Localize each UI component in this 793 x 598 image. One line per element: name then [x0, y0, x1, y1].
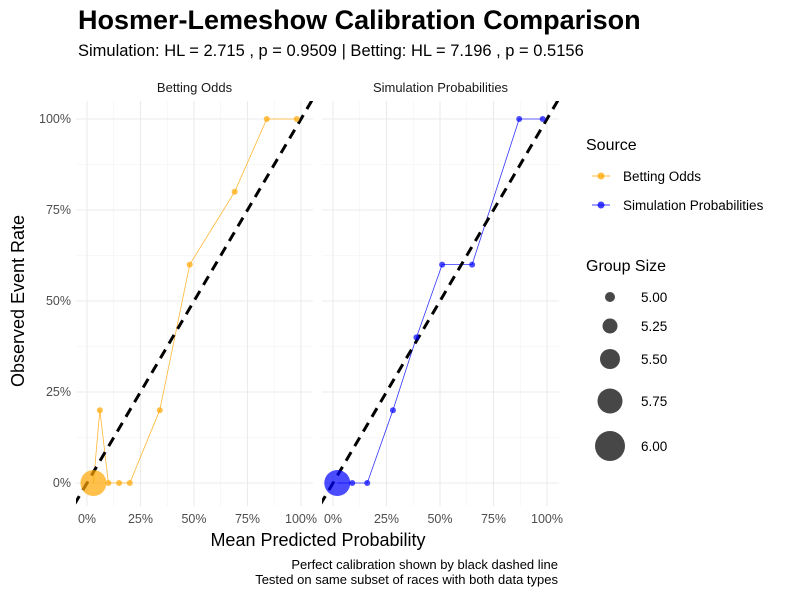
facet-simulation-probabilities: Simulation Probabilities 0% 25% 50% 75% 100% [322, 80, 563, 526]
legend-size-label: 5.75 [641, 394, 667, 409]
data-point [349, 480, 356, 486]
data-point [80, 470, 107, 496]
legend-source-label: Betting Odds [623, 169, 701, 184]
y-tick-label: 0% [53, 476, 71, 490]
x-axis-title: Mean Predicted Probability [210, 530, 425, 550]
y-tick-labels: 0% 25% 50% 75% 100% [39, 112, 71, 490]
data-point [263, 116, 270, 122]
x-tick-label: 50% [181, 512, 206, 526]
legend-size-point [597, 388, 623, 414]
data-point [126, 480, 133, 486]
x-tick-label: 100% [285, 512, 317, 526]
chart-subtitle: Simulation: HL = 2.715 , p = 0.9509 | Be… [78, 42, 584, 60]
data-point [539, 116, 546, 122]
data-point [324, 470, 351, 496]
data-point [105, 480, 112, 486]
legend-size-point [602, 318, 618, 334]
x-tick-label: 75% [481, 512, 506, 526]
facet-strip-label: Betting Odds [157, 80, 233, 95]
legend-size-point [600, 349, 620, 369]
x-tick-label: 25% [128, 512, 153, 526]
y-tick-label: 50% [46, 294, 71, 308]
legend-size-label: 5.25 [641, 319, 667, 334]
series-line [93, 118, 297, 484]
x-tick-label: 75% [235, 512, 260, 526]
legend-size-label: 5.50 [641, 352, 667, 367]
data-point [469, 261, 476, 268]
caption: Perfect calibration shown by black dashe… [255, 557, 558, 587]
y-tick-label: 75% [46, 203, 71, 217]
data-point [389, 407, 396, 414]
legend: Source Betting Odds Simulation Probabiliti… [586, 137, 764, 461]
y-tick-label: 25% [46, 385, 71, 399]
x-tick-label: 50% [427, 512, 452, 526]
legend-size-label: 5.00 [641, 290, 667, 305]
chart-title: Hosmer-Lemeshow Calibration Comparison [78, 5, 641, 35]
x-tick-label: 0% [324, 512, 342, 526]
y-tick-label: 100% [39, 112, 71, 126]
legend-swatch-point [597, 172, 605, 180]
legend-size-point [605, 292, 615, 302]
legend-size-point [595, 431, 625, 461]
data-point [116, 480, 123, 486]
legend-swatch-point [597, 201, 605, 209]
data-point [231, 188, 238, 195]
data-point [516, 116, 523, 122]
data-point [413, 334, 420, 341]
legend-size-title: Group Size [586, 258, 666, 275]
facet-betting-odds: Betting Odds 0% 25% 50% 75% 100% [76, 80, 317, 526]
data-point [364, 480, 371, 486]
legend-source-title: Source [586, 137, 637, 154]
caption-line-2: Tested on same subset of races with both… [255, 572, 558, 587]
data-point [96, 407, 103, 414]
data-point [293, 116, 300, 122]
data-point [156, 407, 163, 414]
data-point [439, 261, 446, 268]
x-tick-label: 25% [374, 512, 399, 526]
legend-source-label: Simulation Probabilities [623, 198, 764, 213]
plot-area [322, 101, 559, 505]
x-tick-label: 0% [78, 512, 96, 526]
plot-area [76, 101, 313, 505]
y-axis-title: Observed Event Rate [8, 215, 28, 387]
legend-size-label: 6.00 [641, 439, 667, 454]
caption-line-1: Perfect calibration shown by black dashe… [291, 557, 558, 572]
facet-strip-label: Simulation Probabilities [373, 80, 509, 95]
x-tick-label: 100% [531, 512, 563, 526]
data-point [186, 261, 193, 268]
